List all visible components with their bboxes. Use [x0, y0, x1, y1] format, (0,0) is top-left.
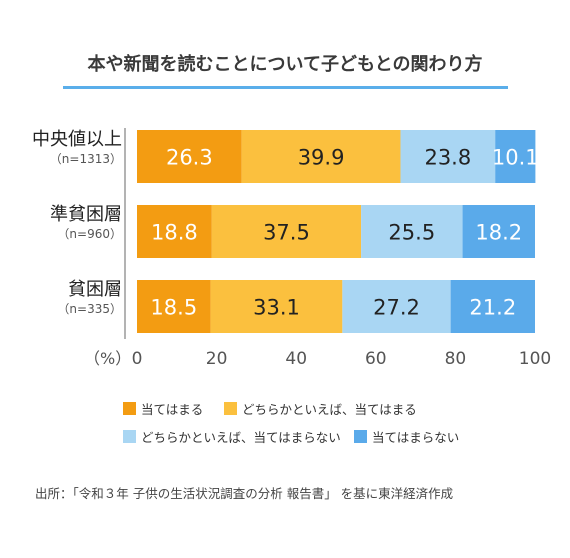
category-name: 準貧困層	[50, 204, 122, 225]
data-label: 10.1	[492, 146, 539, 170]
x-tick-label: 60	[365, 349, 387, 369]
bar-segment-1-3	[462, 205, 535, 258]
legend-swatch-2	[123, 430, 136, 443]
data-label: 39.9	[298, 146, 345, 170]
legend-swatch-3	[354, 430, 367, 443]
bar-segment-0-3	[495, 130, 536, 183]
data-label: 26.3	[166, 146, 213, 170]
bar-segment-2-3	[450, 280, 535, 333]
x-tick-label: 0	[132, 349, 143, 369]
data-label: 18.5	[150, 296, 197, 320]
bar-segment-1-0	[137, 205, 212, 258]
bar-segment-0-0	[137, 130, 242, 183]
legend-label-3: 当てはまらない	[372, 430, 459, 445]
bar-segment-2-0	[137, 280, 211, 333]
legend-label-0: 当てはまる	[141, 402, 203, 417]
category-label-1: 準貧困層 （n=960）	[50, 204, 122, 242]
x-unit-label: （%）	[84, 349, 131, 368]
category-label-2: 貧困層 （n=335）	[57, 279, 122, 317]
bar-segment-2-2	[342, 280, 451, 333]
legend-swatch-1	[224, 402, 237, 415]
data-label: 27.2	[373, 296, 420, 320]
x-tick-label: 100	[519, 349, 551, 369]
category-sample-size: （n=335）	[57, 302, 122, 316]
data-label: 33.1	[253, 296, 300, 320]
data-label: 18.2	[475, 221, 522, 245]
x-tick-label: 20	[206, 349, 228, 369]
data-label: 37.5	[263, 221, 310, 245]
x-tick-label: 40	[285, 349, 307, 369]
category-label-0: 中央値以上 （n=1313）	[32, 129, 122, 167]
category-name: 中央値以上	[32, 129, 122, 150]
data-label: 25.5	[388, 221, 435, 245]
source-note: 出所：「令和３年 子供の生活状況調査の分析 報告書」 を基に東洋経済作成	[35, 486, 454, 501]
chart-title: 本や新聞を読むことについて子どもとの関わり方	[87, 54, 483, 75]
title-underline	[63, 86, 508, 89]
bar-segment-0-2	[400, 130, 496, 183]
bar-segment-1-1	[211, 205, 362, 258]
legend-label-1: どちらかといえば、当てはまる	[242, 402, 417, 417]
bar-segment-0-1	[241, 130, 401, 183]
data-label: 23.8	[424, 146, 471, 170]
x-tick-label: 80	[445, 349, 467, 369]
category-sample-size: （n=960）	[57, 227, 122, 241]
bar-segment-2-1	[210, 280, 343, 333]
category-name: 貧困層	[68, 279, 122, 300]
data-label: 21.2	[469, 296, 516, 320]
legend-label-2: どちらかといえば、当てはまらない	[141, 430, 341, 445]
legend-swatch-0	[123, 402, 136, 415]
category-sample-size: （n=1313）	[49, 152, 122, 166]
bar-segment-1-2	[361, 205, 463, 258]
data-label: 18.8	[151, 221, 198, 245]
